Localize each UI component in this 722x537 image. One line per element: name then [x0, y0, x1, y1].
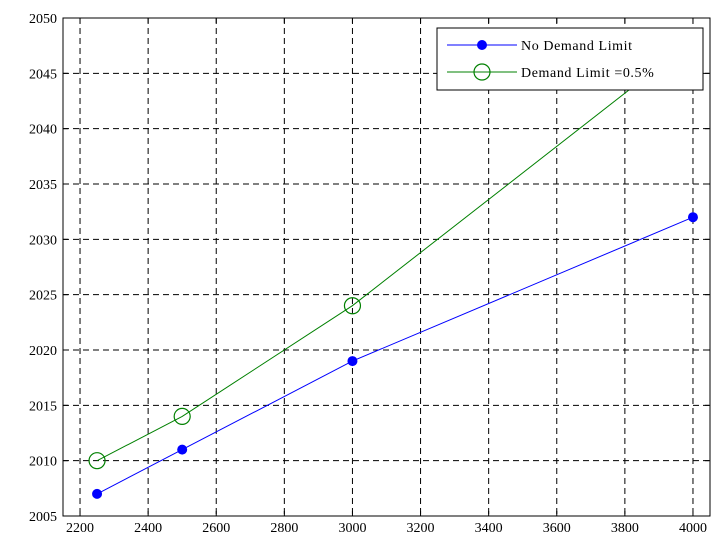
y-tick-label-1: 2010	[29, 455, 57, 470]
legend-marker-1	[473, 63, 491, 81]
legend-label-0: No Demand Limit	[521, 39, 633, 54]
legend: No Demand Limit Demand Limit =0.5%	[436, 27, 704, 91]
y-tick-label-6: 2035	[29, 178, 57, 193]
x-tick-label-8: 3800	[611, 521, 639, 536]
x-tick-label-4: 3000	[338, 521, 366, 536]
y-tick-label-0: 2005	[29, 510, 57, 525]
x-tick-label-5: 3200	[407, 521, 435, 536]
plot-area-border	[62, 17, 711, 517]
x-tick-label-6: 3400	[475, 521, 503, 536]
x-tick-label-9: 4000	[679, 521, 707, 536]
series-line-0	[96, 216, 694, 495]
legend-marker-0	[477, 40, 487, 50]
y-tick-label-7: 2040	[29, 123, 57, 138]
x-tick-label-7: 3600	[543, 521, 571, 536]
series-layer	[88, 31, 702, 499]
legend-label-1: Demand Limit =0.5%	[521, 66, 654, 81]
series-line-1	[96, 39, 694, 462]
y-tick-label-5: 2030	[29, 233, 57, 248]
y-tick-label-4: 2025	[29, 289, 57, 304]
y-tick-label-2: 2015	[29, 399, 57, 414]
x-tick-label-0: 2200	[66, 521, 94, 536]
series-1-point-1	[173, 407, 191, 425]
plot-area-background	[63, 18, 710, 516]
series-0-point-1	[177, 444, 188, 455]
x-tick-label-1: 2400	[134, 521, 162, 536]
axis-ticks: 2200 2400 2600 2800 3000 3200 3400 3600 3800 4000…	[29, 12, 710, 536]
y-tick-label-9: 2050	[29, 12, 57, 27]
series-0-point-3	[687, 212, 698, 223]
series-0-point-0	[92, 488, 103, 499]
series-1-point-2	[343, 297, 362, 315]
x-tick-label-2: 2600	[202, 521, 230, 536]
series-1-point-0	[88, 452, 106, 470]
series-0-point-2	[347, 356, 358, 367]
y-tick-label-3: 2020	[29, 344, 57, 359]
x-tick-label-3: 2800	[270, 521, 298, 536]
y-tick-label-8: 2045	[29, 67, 57, 82]
